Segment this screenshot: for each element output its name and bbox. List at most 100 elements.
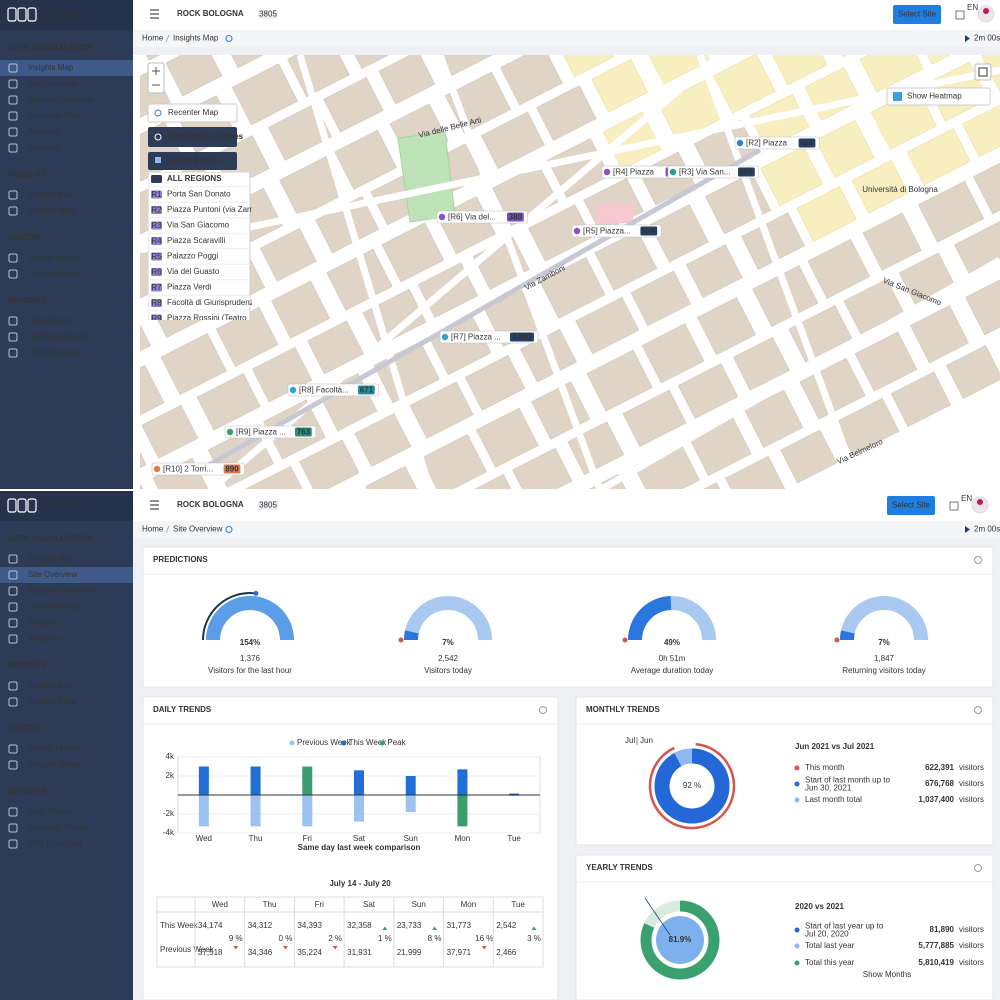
- select-region-label[interactable]: Select Region: [168, 156, 221, 165]
- nav-item[interactable]: Summary Report: [28, 823, 89, 832]
- refresh-icon[interactable]: [225, 526, 233, 533]
- recenter-button[interactable]: [147, 103, 238, 123]
- region-name[interactable]: Facoltà di Giurisprudenza: [167, 298, 259, 307]
- region-code[interactable]: R5: [151, 252, 162, 261]
- nav-item[interactable]: Mobility Table: [28, 697, 77, 706]
- marker-pill[interactable]: [436, 210, 529, 224]
- logo[interactable]: LBASense: [42, 10, 80, 19]
- marker-pill[interactable]: [224, 425, 317, 439]
- nav-item[interactable]: Summary Report: [28, 332, 89, 341]
- nav-item[interactable]: Overview Total: [28, 602, 81, 611]
- region-code-badge[interactable]: [151, 268, 162, 276]
- region-code-badge[interactable]: [151, 221, 162, 230]
- select-site-button[interactable]: [893, 5, 941, 24]
- select-site-button[interactable]: [887, 496, 935, 515]
- nav-item[interactable]: Analytics: [28, 127, 60, 136]
- nav-item[interactable]: Sensor Health: [28, 744, 79, 753]
- language[interactable]: EN: [967, 3, 978, 12]
- nav-item[interactable]: CSV Download: [28, 839, 82, 848]
- card-menu[interactable]: [974, 706, 982, 714]
- region-code[interactable]: R2: [151, 205, 162, 214]
- marker-pill[interactable]: [287, 383, 380, 397]
- select-site-label[interactable]: Select Site: [898, 10, 937, 19]
- nav-item[interactable]: Regions Setup: [28, 269, 81, 278]
- region-name[interactable]: Via San Giacomo: [167, 221, 230, 230]
- card-menu[interactable]: [539, 706, 547, 714]
- hide-names-button[interactable]: [148, 127, 237, 147]
- nav-item[interactable]: Daily Report: [28, 807, 73, 816]
- nav-item[interactable]: Mobility Table: [28, 206, 77, 215]
- fullscreen-button[interactable]: [974, 63, 992, 81]
- marker-label[interactable]: [R3] Via San...: [679, 167, 730, 176]
- nav-item[interactable]: Daily Report: [28, 316, 73, 325]
- marker-pill[interactable]: [151, 462, 245, 476]
- region-name[interactable]: Via del Guasto: [167, 267, 220, 276]
- marker-label[interactable]: [R5] Piazza...: [583, 226, 631, 235]
- play-icon[interactable]: [965, 35, 970, 42]
- region-code[interactable]: R4: [151, 236, 162, 245]
- logo[interactable]: LBASense: [42, 501, 80, 510]
- marker-pill[interactable]: [667, 165, 760, 179]
- select-region-button[interactable]: [148, 152, 237, 170]
- region-code-badge[interactable]: [151, 283, 162, 292]
- nav-item[interactable]: Insights Map: [28, 554, 74, 563]
- region-code-badge[interactable]: [151, 314, 162, 323]
- region-name[interactable]: ALL REGIONS: [167, 174, 222, 183]
- marker-label[interactable]: [R8] Facoltà...: [299, 385, 349, 394]
- region-name[interactable]: Palazzo Poggi: [167, 252, 218, 261]
- region-code-badge[interactable]: [151, 252, 162, 261]
- marker-pill[interactable]: [734, 136, 820, 150]
- marker-pill[interactable]: [571, 224, 662, 238]
- region-name[interactable]: Porta San Donato: [167, 190, 231, 199]
- marker-label[interactable]: [R9] Piazza ...: [236, 427, 286, 436]
- play-icon[interactable]: [965, 526, 970, 533]
- region-code-badge[interactable]: [151, 190, 162, 199]
- region-code[interactable]: R7: [151, 283, 162, 292]
- recenter-label[interactable]: Recenter Map: [168, 108, 219, 117]
- nav-item[interactable]: Regions Setup: [28, 760, 81, 769]
- language-icon[interactable]: [949, 501, 959, 511]
- marker-label[interactable]: [R10] 2 Torri...: [163, 464, 213, 473]
- refresh-icon[interactable]: [225, 35, 233, 42]
- select-site-label[interactable]: Select Site: [892, 501, 931, 510]
- card-menu[interactable]: [974, 864, 982, 872]
- region-name[interactable]: Piazza Rossini (Teatro: [167, 314, 247, 323]
- marker-label[interactable]: [R2] Piazza: [746, 138, 787, 147]
- nav-item[interactable]: Valuation: [28, 634, 61, 643]
- breadcrumb-home[interactable]: Home: [142, 525, 164, 534]
- marker-label[interactable]: [R4] Piazza: [613, 167, 654, 176]
- nav-item[interactable]: Regions Overview: [28, 586, 93, 595]
- region-name[interactable]: Piazza Scaravilli: [167, 236, 225, 245]
- region-code-badge[interactable]: [151, 175, 162, 183]
- marker-label[interactable]: [R6] Via del...: [448, 212, 496, 221]
- region-code[interactable]: R3: [151, 221, 162, 230]
- nav-item[interactable]: Valuation: [28, 143, 61, 152]
- show-months-link[interactable]: Show Months: [863, 970, 911, 979]
- breadcrumb-home[interactable]: Home: [142, 34, 164, 43]
- region-code[interactable]: R1: [151, 190, 162, 199]
- nav-item[interactable]: Insights Map: [28, 63, 74, 72]
- show-heatmap-button[interactable]: [886, 87, 991, 106]
- nav-item[interactable]: CSV Download: [28, 348, 82, 357]
- region-code-badge[interactable]: [151, 206, 162, 214]
- nav-item[interactable]: Regions Overview: [28, 95, 93, 104]
- region-code[interactable]: R0: [151, 174, 162, 183]
- marker-label[interactable]: [R7] Piazza ...: [451, 332, 501, 341]
- nav-item[interactable]: Mobility Map: [28, 190, 73, 199]
- region-code[interactable]: R8: [151, 298, 162, 307]
- nav-item[interactable]: Site Overview: [28, 79, 78, 88]
- nav-item[interactable]: Analytics: [28, 618, 60, 627]
- show-heatmap-label[interactable]: Show Heatmap: [907, 92, 962, 101]
- region-name[interactable]: Piazza Verdi: [167, 283, 212, 292]
- region-code-badge[interactable]: [151, 299, 162, 307]
- region-name[interactable]: Piazza Puntoni (via Zamboni): [167, 205, 272, 214]
- language-icon[interactable]: [955, 10, 965, 20]
- region-code-badge[interactable]: [151, 237, 162, 245]
- hide-names-label[interactable]: Hide Region Names: [168, 132, 244, 141]
- card-menu[interactable]: [974, 556, 982, 564]
- language[interactable]: EN: [961, 494, 972, 503]
- region-code[interactable]: R9: [151, 314, 162, 323]
- nav-item[interactable]: Sensor Health: [28, 253, 79, 262]
- region-code[interactable]: R6: [151, 267, 162, 276]
- nav-item[interactable]: Site Overview: [28, 570, 78, 579]
